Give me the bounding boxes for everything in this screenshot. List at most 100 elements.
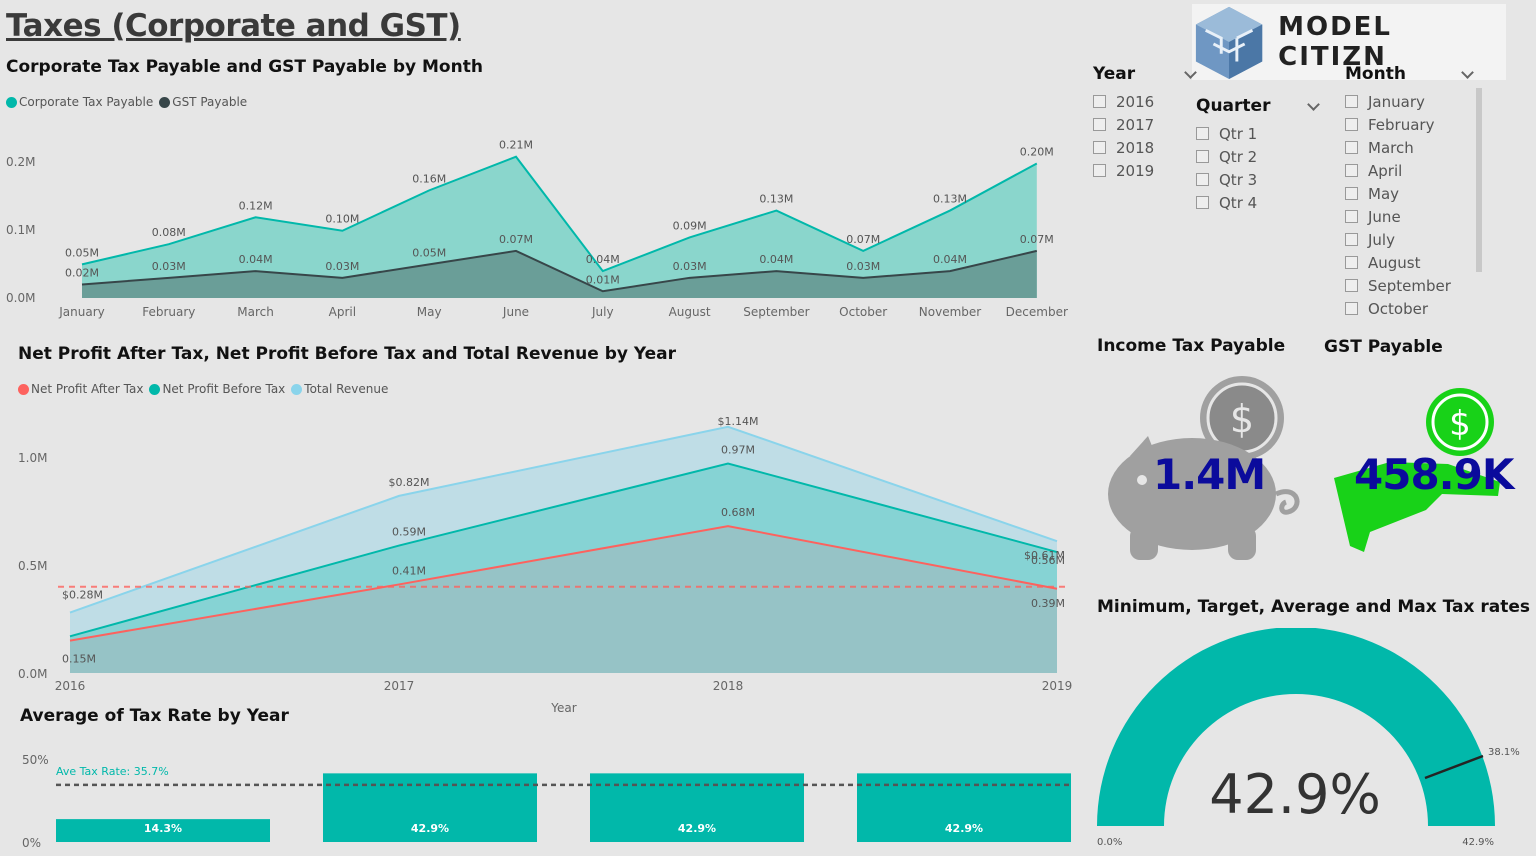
month-option-label: February: [1368, 115, 1435, 134]
legend-item-gst[interactable]: GST Payable: [159, 95, 247, 109]
legend-item-corporate-tax[interactable]: Corporate Tax Payable: [6, 95, 153, 109]
gauge-max-label: 42.9%: [1462, 837, 1494, 848]
yearly-area-chart[interactable]: 0.0M 0.5M 1.0M $0.28M $0.82M $1.14M $0.61M 0.59…: [0, 410, 1085, 720]
x-tick-label: December: [1006, 305, 1068, 319]
checkbox[interactable]: [1345, 256, 1358, 269]
yearly-chart-title: Net Profit After Tax, Net Profit Before …: [18, 344, 677, 364]
checkbox[interactable]: [1196, 196, 1209, 209]
x-tick-label: April: [329, 305, 356, 319]
x-tick-label: May: [417, 305, 442, 319]
monthly-chart-legend[interactable]: Corporate Tax Payable GST Payable: [6, 95, 247, 109]
month-slicer[interactable]: Month January February March April May June Ju…: [1345, 62, 1480, 320]
year-option[interactable]: 2019: [1093, 159, 1203, 182]
month-option-label: January: [1368, 92, 1425, 111]
data-label: 0.97M: [721, 443, 755, 456]
page-title: Taxes (Corporate and GST): [6, 8, 461, 44]
month-option-label: August: [1368, 253, 1421, 272]
monthly-area-chart[interactable]: 0.0M 0.1M 0.2M 0.05M 0.02M January 0.08M 0.03M F…: [0, 120, 1080, 325]
tax-rate-gauge[interactable]: 42.9% 0.0% 42.9% 38.1%: [1090, 628, 1530, 856]
quarter-option[interactable]: Qtr 3: [1196, 168, 1326, 191]
gauge-min-label: 0.0%: [1097, 837, 1122, 848]
gst-title: GST Payable: [1324, 337, 1443, 357]
month-option[interactable]: March: [1345, 136, 1480, 159]
checkbox[interactable]: [1345, 95, 1358, 108]
month-slicer-scrollbar[interactable]: [1476, 88, 1482, 272]
month-option[interactable]: October: [1345, 297, 1480, 320]
legend-item-revenue[interactable]: Total Revenue: [291, 382, 388, 396]
year-option[interactable]: 2018: [1093, 136, 1203, 159]
checkbox[interactable]: [1345, 187, 1358, 200]
y-tick-label: 0%: [22, 836, 41, 850]
checkbox[interactable]: [1093, 141, 1106, 154]
checkbox[interactable]: [1196, 150, 1209, 163]
quarter-slicer[interactable]: Quarter Qtr 1 Qtr 2 Qtr 3 Qtr 4: [1196, 94, 1326, 214]
checkbox[interactable]: [1093, 95, 1106, 108]
data-label: 0.04M: [759, 253, 793, 266]
data-label: 0.21M: [499, 139, 533, 152]
month-option[interactable]: September: [1345, 274, 1480, 297]
checkbox[interactable]: [1345, 141, 1358, 154]
data-label: 0.07M: [499, 233, 533, 246]
month-option[interactable]: August: [1345, 251, 1480, 274]
svg-text:$: $: [1449, 404, 1471, 444]
piggy-bank-icon: $: [1108, 376, 1300, 560]
data-label: 0.03M: [846, 260, 880, 273]
y-tick-label: 0.1M: [6, 223, 35, 237]
data-label: 0.02M: [65, 267, 99, 280]
x-tick-label: 2018: [713, 679, 744, 693]
data-label: 0.08M: [152, 226, 186, 239]
checkbox[interactable]: [1345, 279, 1358, 292]
logo-text: MODEL CITIZN: [1278, 12, 1392, 72]
month-option[interactable]: April: [1345, 159, 1480, 182]
data-label: $1.14M: [718, 415, 759, 428]
x-tick-label: November: [919, 305, 981, 319]
checkbox[interactable]: [1196, 173, 1209, 186]
checkbox[interactable]: [1345, 210, 1358, 223]
checkbox[interactable]: [1196, 127, 1209, 140]
taxrate-bar-chart[interactable]: 0% 50% 14.3% 42.9% 42.9% 42.9% Ave Tax Rate: 3…: [0, 740, 1085, 856]
year-option[interactable]: 2017: [1093, 113, 1203, 136]
month-option[interactable]: May: [1345, 182, 1480, 205]
x-tick-label: 2017: [384, 679, 415, 693]
data-label: 0.05M: [65, 246, 99, 259]
quarter-option[interactable]: Qtr 1: [1196, 122, 1326, 145]
x-tick-label: October: [839, 305, 887, 319]
month-option[interactable]: July: [1345, 228, 1480, 251]
monthly-chart-title: Corporate Tax Payable and GST Payable by…: [6, 57, 483, 77]
data-label: 0.16M: [412, 172, 446, 185]
chevron-down-icon[interactable]: [1184, 65, 1197, 79]
x-tick-label: June: [502, 305, 529, 319]
checkbox[interactable]: [1345, 302, 1358, 315]
gauge-target-line: [1424, 754, 1484, 780]
month-option-label: October: [1368, 299, 1429, 318]
quarter-option[interactable]: Qtr 2: [1196, 145, 1326, 168]
month-option[interactable]: February: [1345, 113, 1480, 136]
checkbox[interactable]: [1345, 118, 1358, 131]
checkbox[interactable]: [1093, 164, 1106, 177]
month-option[interactable]: January: [1345, 90, 1480, 113]
series-line-revenue: [69, 425, 1058, 614]
chevron-down-icon[interactable]: [1461, 65, 1474, 79]
data-label: 42.9%: [945, 822, 983, 835]
checkbox[interactable]: [1093, 118, 1106, 131]
month-option-label: May: [1368, 184, 1400, 203]
data-label: 0.39M: [1031, 597, 1065, 610]
data-label: 42.9%: [678, 822, 716, 835]
gauge-target-label: 38.1%: [1488, 747, 1520, 758]
average-line-label: Ave Tax Rate: 35.7%: [56, 765, 169, 778]
data-label: 0.03M: [325, 260, 359, 273]
legend-item-npbt[interactable]: Net Profit Before Tax: [149, 382, 285, 396]
legend-item-npat[interactable]: Net Profit After Tax: [18, 382, 143, 396]
yearly-chart-legend[interactable]: Net Profit After Tax Net Profit Before T…: [18, 382, 388, 396]
checkbox[interactable]: [1345, 233, 1358, 246]
year-slicer[interactable]: Year 2016 2017 2018 2019: [1093, 62, 1203, 182]
gst-value: 458.9K: [1354, 450, 1514, 499]
data-label: 0.04M: [239, 253, 273, 266]
year-option[interactable]: 2016: [1093, 90, 1203, 113]
chevron-down-icon[interactable]: [1307, 97, 1320, 111]
data-label: 0.03M: [673, 260, 707, 273]
month-option[interactable]: June: [1345, 205, 1480, 228]
x-tick-label: February: [142, 305, 195, 319]
quarter-option[interactable]: Qtr 4: [1196, 191, 1326, 214]
checkbox[interactable]: [1345, 164, 1358, 177]
